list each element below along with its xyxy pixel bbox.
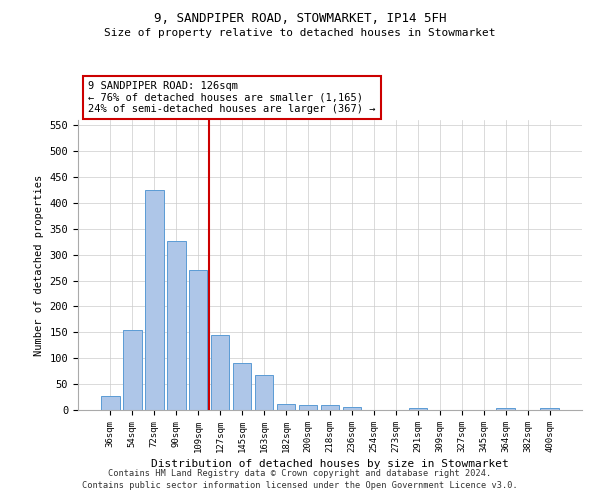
Bar	[189, 270, 208, 410]
Bar	[255, 375, 274, 410]
Bar	[145, 190, 164, 410]
Text: 9, SANDPIPER ROAD, STOWMARKET, IP14 5FH: 9, SANDPIPER ROAD, STOWMARKET, IP14 5FH	[154, 12, 446, 26]
Bar	[299, 406, 317, 410]
Text: Size of property relative to detached houses in Stowmarket: Size of property relative to detached ho…	[104, 28, 496, 38]
Text: Contains public sector information licensed under the Open Government Licence v3: Contains public sector information licen…	[82, 481, 518, 490]
Bar	[233, 364, 251, 410]
Bar	[541, 408, 559, 410]
Bar	[167, 240, 185, 410]
Bar	[496, 408, 515, 410]
Y-axis label: Number of detached properties: Number of detached properties	[34, 174, 44, 356]
Bar	[123, 330, 142, 410]
X-axis label: Distribution of detached houses by size in Stowmarket: Distribution of detached houses by size …	[151, 459, 509, 469]
Bar	[320, 405, 340, 410]
Bar	[277, 404, 295, 410]
Bar	[343, 408, 361, 410]
Bar	[101, 396, 119, 410]
Text: 9 SANDPIPER ROAD: 126sqm
← 76% of detached houses are smaller (1,165)
24% of sem: 9 SANDPIPER ROAD: 126sqm ← 76% of detach…	[88, 81, 376, 114]
Text: Contains HM Land Registry data © Crown copyright and database right 2024.: Contains HM Land Registry data © Crown c…	[109, 468, 491, 477]
Bar	[409, 408, 427, 410]
Bar	[211, 335, 229, 410]
